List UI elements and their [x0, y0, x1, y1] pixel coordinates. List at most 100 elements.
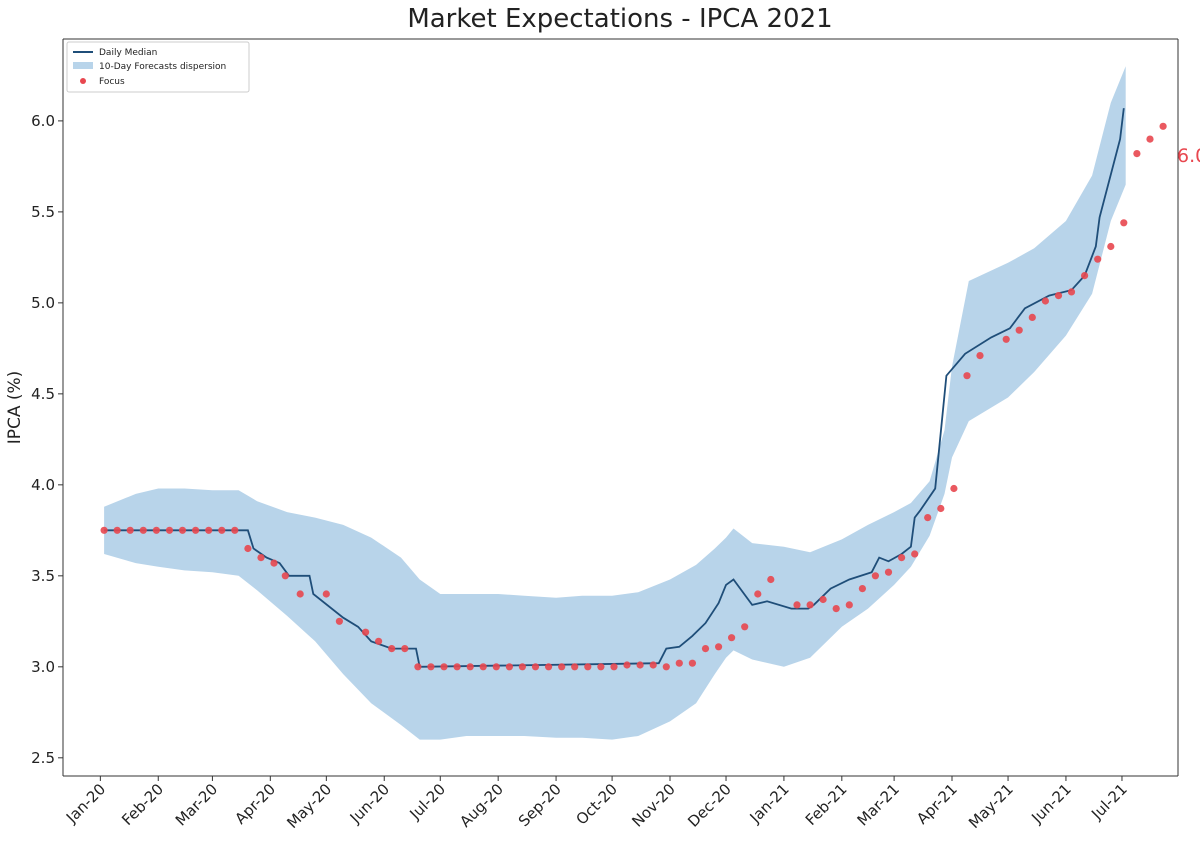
x-tick-label: Jun-20 [346, 780, 393, 827]
x-tick-label: Jul-21 [1087, 780, 1131, 824]
focus-point [492, 663, 500, 671]
focus-point [950, 484, 958, 493]
x-tick-label: May-21 [965, 780, 1017, 832]
focus-point [584, 663, 592, 671]
focus-point [257, 554, 265, 562]
focus-point [1015, 326, 1023, 334]
focus-point [924, 514, 932, 522]
legend-box [66, 41, 250, 93]
focus-point [1120, 219, 1128, 227]
focus-point [754, 590, 762, 598]
focus-point [806, 601, 814, 609]
focus-point [832, 605, 840, 613]
x-tick-label: Feb-20 [118, 780, 167, 829]
legend-band-label: 10-Day Forecasts dispersion [99, 62, 226, 72]
y-tick-label: 4.5 [31, 385, 55, 403]
focus-point [871, 572, 880, 580]
focus-point [571, 663, 579, 671]
focus-point [1041, 297, 1049, 305]
y-tick-label: 3.0 [31, 658, 55, 676]
focus-point [610, 663, 618, 671]
focus-point [296, 590, 304, 598]
x-tick-label: Jan-21 [746, 780, 793, 827]
focus-point [884, 568, 893, 576]
focus-point [1094, 255, 1102, 263]
focus-point [623, 661, 631, 669]
legend-focus-label: Focus [99, 77, 125, 87]
y-tick-label: 3.5 [31, 567, 55, 585]
x-tick-label: Sep-20 [515, 780, 565, 830]
focus-point [270, 559, 278, 567]
y-tick-label: 5.5 [31, 203, 55, 221]
legend-band-swatch [73, 62, 93, 69]
focus-point [1107, 242, 1115, 251]
y-tick-label: 5.0 [31, 294, 55, 312]
focus-point [597, 663, 605, 671]
focus-point [1146, 135, 1154, 143]
focus-point [518, 663, 527, 671]
focus-point [1159, 122, 1167, 130]
focus-point [819, 595, 827, 604]
focus-point [281, 572, 289, 580]
focus-point [911, 550, 919, 558]
focus-point [192, 526, 200, 534]
x-tick-label: Dec-20 [684, 780, 735, 831]
y-tick-label: 2.5 [31, 749, 55, 767]
x-tick-label: Nov-20 [628, 780, 678, 830]
focus-point [218, 526, 226, 534]
focus-point [963, 372, 971, 380]
focus-point [231, 526, 239, 534]
focus-point [976, 352, 984, 360]
focus-point [401, 645, 409, 653]
focus-point [545, 663, 553, 671]
focus-point [152, 526, 160, 534]
x-tick-label: Apr-21 [913, 780, 961, 828]
focus-point [793, 601, 801, 609]
focus-point [335, 617, 343, 625]
chart-title: Market Expectations - IPCA 2021 [407, 4, 833, 34]
focus-point [427, 663, 435, 671]
focus-point [1028, 313, 1036, 321]
focus-point [165, 526, 174, 534]
focus-point [479, 663, 487, 671]
focus-point [675, 659, 683, 667]
legend-median-label: Daily Median [99, 48, 157, 58]
focus-point [898, 554, 906, 562]
x-tick-label: Oct-20 [573, 780, 621, 828]
focus-point [741, 623, 749, 631]
focus-point [362, 628, 370, 636]
focus-point [113, 526, 121, 534]
focus-point [375, 637, 383, 645]
focus-point [767, 575, 775, 584]
x-tick-label: Aug-20 [456, 780, 507, 831]
focus-point [100, 526, 108, 534]
legend-focus-swatch [80, 78, 86, 84]
focus-point [636, 661, 644, 669]
focus-point [858, 585, 867, 593]
y-tick-label: 4.0 [31, 476, 55, 494]
focus-point [937, 504, 945, 513]
median-line [104, 108, 1125, 668]
y-tick-label: 6.0 [31, 112, 55, 130]
focus-point [1133, 150, 1141, 158]
focus-point [845, 601, 853, 609]
focus-point [649, 661, 657, 669]
focus-point [388, 645, 396, 653]
x-tick-label: Mar-21 [854, 780, 903, 829]
focus-point [126, 526, 134, 534]
x-tick-label: Jul-20 [406, 780, 450, 824]
focus-point [662, 663, 670, 671]
focus-point [531, 663, 540, 671]
x-tick-label: Apr-20 [231, 780, 279, 828]
end-value-label: 6.07 [1177, 145, 1200, 167]
focus-point [322, 590, 330, 598]
focus-point [466, 663, 474, 671]
focus-point [244, 544, 252, 553]
focus-point [505, 663, 513, 671]
focus-point [205, 526, 213, 534]
focus-point [558, 663, 566, 671]
dispersion-band [104, 66, 1126, 740]
focus-point [1067, 288, 1076, 296]
